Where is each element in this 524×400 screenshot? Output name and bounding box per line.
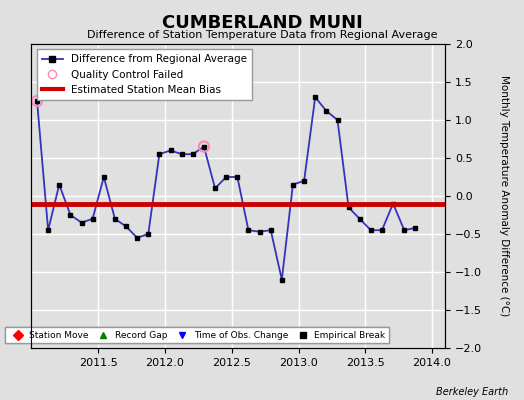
Text: Berkeley Earth: Berkeley Earth bbox=[436, 387, 508, 397]
Point bbox=[200, 143, 208, 150]
Point bbox=[33, 98, 41, 104]
Text: Difference of Station Temperature Data from Regional Average: Difference of Station Temperature Data f… bbox=[87, 30, 437, 40]
Legend: Station Move, Record Gap, Time of Obs. Change, Empirical Break: Station Move, Record Gap, Time of Obs. C… bbox=[5, 327, 389, 344]
Y-axis label: Monthly Temperature Anomaly Difference (°C): Monthly Temperature Anomaly Difference (… bbox=[499, 75, 509, 317]
Text: CUMBERLAND MUNI: CUMBERLAND MUNI bbox=[161, 14, 363, 32]
